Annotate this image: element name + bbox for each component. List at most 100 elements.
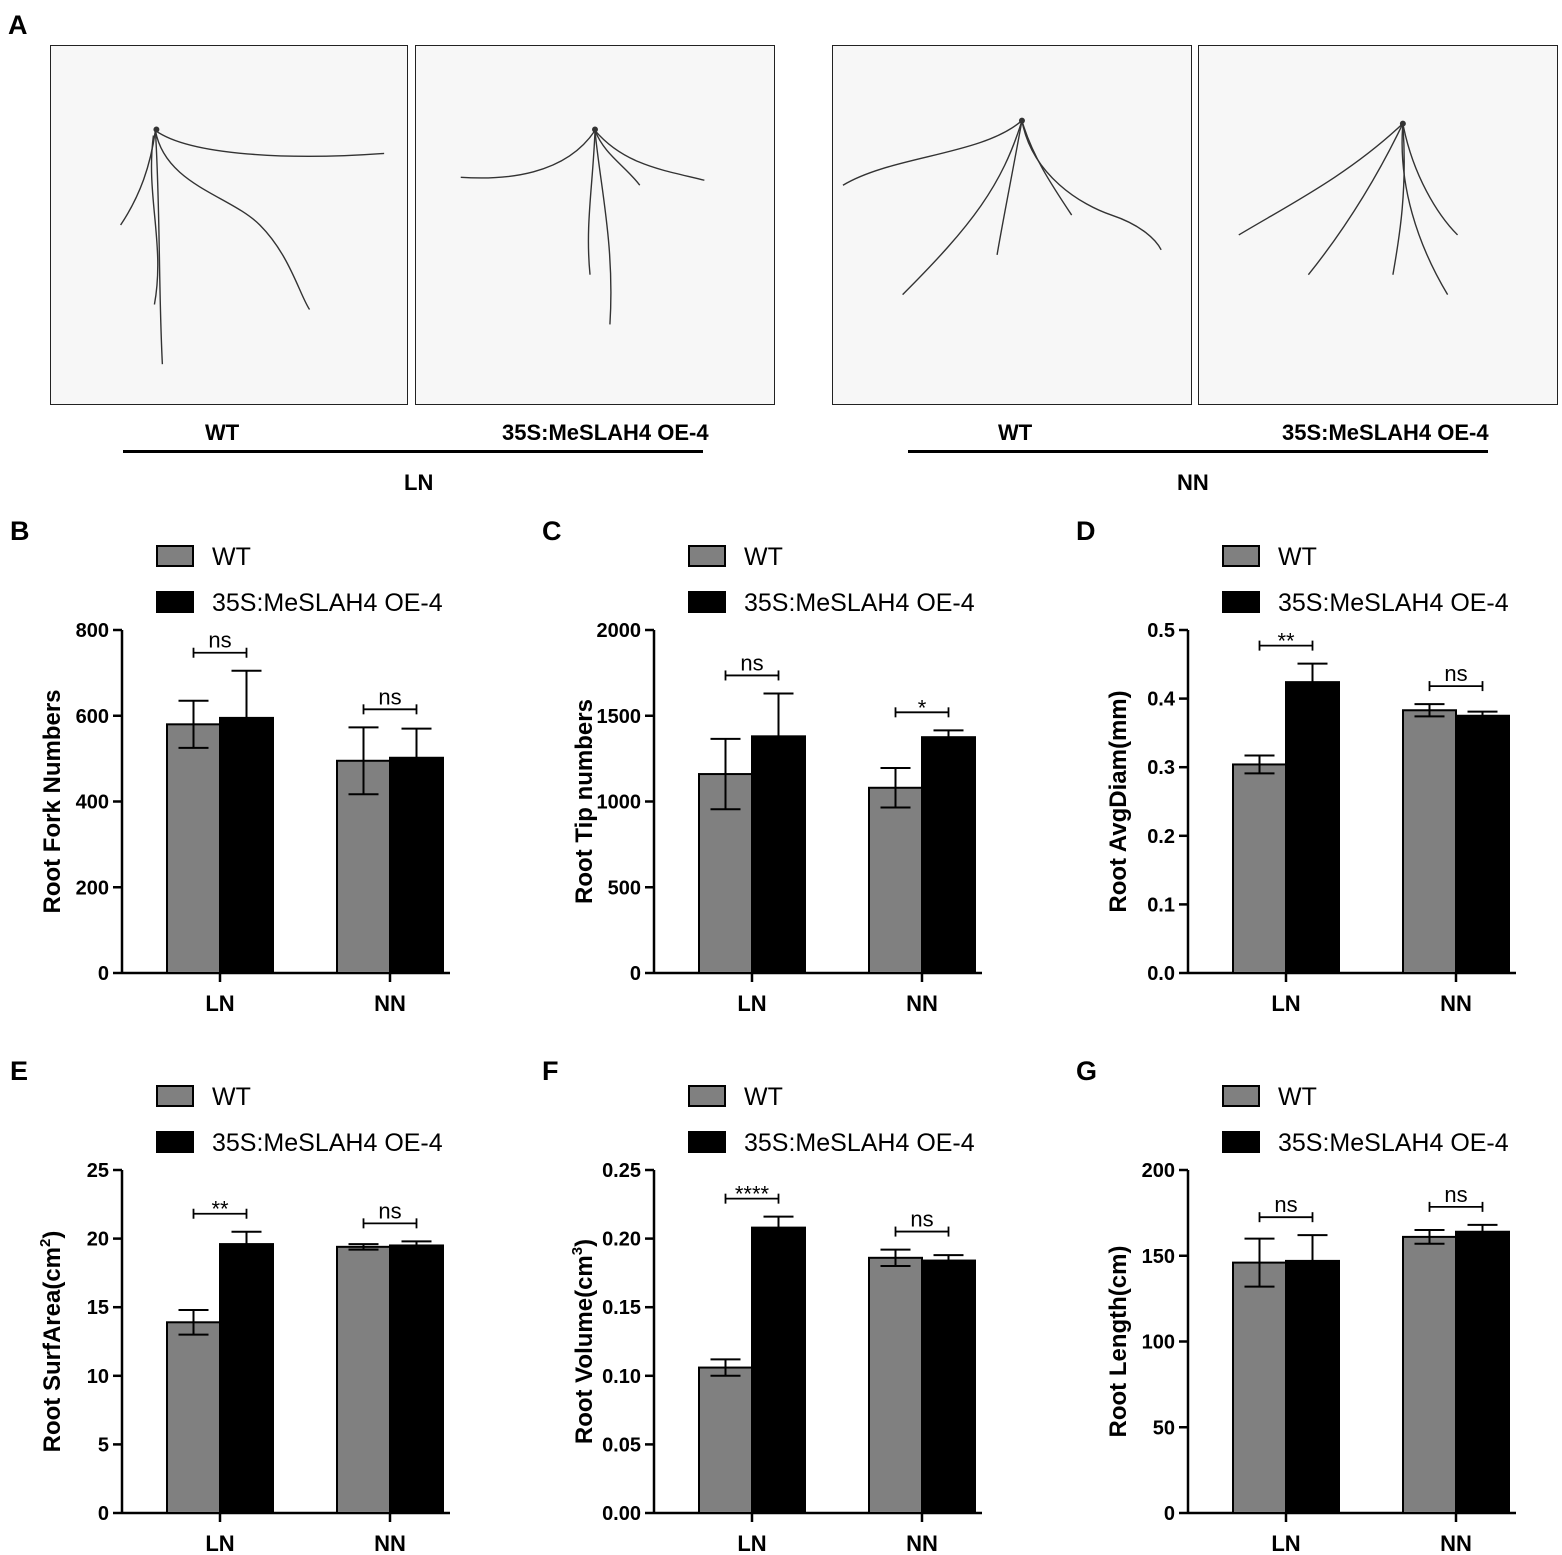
bar-oe-ln <box>219 1243 274 1514</box>
y-tick-label: 0.15 <box>602 1297 641 1319</box>
chart-panel-f: F WT 35S:MeSLAH4 OE-4 0.00 0.05 0.10 0.15 0.20 0… <box>532 1050 1052 1555</box>
y-axis-label: Root Tip numbers <box>571 699 598 904</box>
y-tick-label: 500 <box>608 877 641 899</box>
y-tick-label: 5 <box>98 1434 109 1456</box>
caption-nn-wt: WT <box>998 420 1033 445</box>
legend-label-wt: WT <box>744 543 783 571</box>
sig-label-nn: ns <box>910 1207 933 1232</box>
sig-label-ln: ns <box>740 650 763 675</box>
caption-nn-oe: 35S:MeSLAH4 OE-4 <box>1282 420 1489 445</box>
chart-panel-e: E WT 35S:MeSLAH4 OE-4 0 5 10 15 20 25 Root SurfAr… <box>0 1050 520 1555</box>
chart-panel-d: D WT 35S:MeSLAH4 OE-4 0.0 0.1 0.2 0.3 0.4 0.5 Roo… <box>1066 510 1562 1016</box>
y-tick-label: 1500 <box>597 706 642 728</box>
y-axis-label-text: Root Fork Numbers <box>39 689 66 913</box>
chart-svg: G WT 35S:MeSLAH4 OE-4 0 50 100 150 200 Root Leng… <box>1076 1056 1516 1555</box>
bar-wt-ln <box>166 1321 221 1514</box>
legend-swatch-oe <box>1222 1131 1260 1153</box>
y-tick-label: 15 <box>87 1297 109 1319</box>
y-tick-label: 25 <box>87 1160 109 1182</box>
y-tick-label: 1000 <box>597 792 642 814</box>
legend-label-oe: 35S:MeSLAH4 OE-4 <box>1278 1129 1509 1157</box>
sig-label-nn: * <box>918 695 927 720</box>
root-photo-ln-wt <box>50 45 408 405</box>
bar-wt-ln <box>1232 1261 1287 1514</box>
y-axis-label: Root Volume(cm3) <box>569 1239 598 1444</box>
y-axis-label-sup: 3 <box>569 1247 586 1255</box>
x-tick-label-nn: NN <box>906 1531 938 1555</box>
y-tick-label: 150 <box>1142 1246 1175 1268</box>
y-tick-label: 0 <box>1164 1503 1175 1525</box>
panel-letter: B <box>10 516 30 546</box>
y-tick-label: 0.5 <box>1147 620 1175 642</box>
y-tick-label: 0.2 <box>1147 826 1175 848</box>
root-photo-nn-wt <box>832 45 1192 405</box>
legend-swatch-wt <box>1222 1085 1260 1107</box>
caption-ln-wt: WT <box>205 420 240 445</box>
y-tick-label: 200 <box>1142 1160 1175 1182</box>
sig-label-nn: ns <box>1444 1182 1467 1207</box>
x-tick-label-ln: LN <box>737 991 766 1016</box>
y-axis-label: Root SurfArea(cm2) <box>37 1231 66 1453</box>
bar-wt-nn <box>336 1245 391 1514</box>
bar-wt-nn <box>868 1256 923 1514</box>
legend-swatch-oe <box>688 1131 726 1153</box>
y-tick-label: 50 <box>1153 1417 1175 1439</box>
x-tick-label-nn: NN <box>374 1531 406 1555</box>
chart-svg: D WT 35S:MeSLAH4 OE-4 0.0 0.1 0.2 0.3 0.4 0.5 Roo… <box>1076 516 1516 1016</box>
legend-swatch-oe <box>156 1131 194 1153</box>
y-tick-label: 100 <box>1142 1332 1175 1354</box>
y-axis-label-sup: 2 <box>37 1239 54 1247</box>
legend-label-oe: 35S:MeSLAH4 OE-4 <box>744 589 975 617</box>
y-tick-label: 0.00 <box>602 1503 641 1525</box>
sig-label-ln: ns <box>208 628 231 653</box>
legend-swatch-oe <box>688 591 726 613</box>
panel-letter: G <box>1076 1056 1097 1086</box>
y-tick-label: 0 <box>98 1503 109 1525</box>
legend-swatch-wt <box>688 1085 726 1107</box>
y-tick-label: 0.05 <box>602 1434 641 1456</box>
bar-wt-nn <box>868 786 923 974</box>
y-axis-label-text: Root Tip numbers <box>571 699 598 904</box>
chart-panel-c: C WT 35S:MeSLAH4 OE-4 0 500 1000 1500 2000 Root … <box>532 510 1052 1016</box>
sig-label-nn: ns <box>378 684 401 709</box>
bar-wt-nn <box>1402 1235 1457 1514</box>
panel-letter: E <box>10 1056 28 1086</box>
bar-wt-ln <box>698 1366 753 1514</box>
sig-label-ln: ** <box>1277 629 1295 654</box>
bar-oe-ln <box>751 1226 806 1514</box>
x-tick-label-ln: LN <box>1271 1531 1300 1555</box>
bar-wt-ln <box>166 723 221 974</box>
legend-label-oe: 35S:MeSLAH4 OE-4 <box>744 1129 975 1157</box>
bar-oe-nn <box>389 1244 444 1515</box>
y-tick-label: 0.4 <box>1147 689 1176 711</box>
root-photo-ln-oe <box>415 45 775 405</box>
y-tick-label: 0.3 <box>1147 757 1175 779</box>
sig-label-ln: ns <box>1274 1192 1297 1217</box>
sig-label-nn: ns <box>1444 661 1467 686</box>
x-tick-label-nn: NN <box>374 991 406 1016</box>
y-tick-label: 0.25 <box>602 1160 641 1182</box>
bar-oe-ln <box>1285 1259 1340 1514</box>
group-line-ln <box>123 450 703 453</box>
x-tick-label-nn: NN <box>906 991 938 1016</box>
y-tick-label: 0 <box>630 963 641 985</box>
legend-swatch-wt <box>156 545 194 567</box>
legend-label-wt: WT <box>1278 543 1317 571</box>
legend-label-oe: 35S:MeSLAH4 OE-4 <box>212 589 443 617</box>
y-axis-label: Root Fork Numbers <box>39 689 66 913</box>
y-tick-label: 600 <box>76 706 109 728</box>
bar-oe-ln <box>1285 681 1340 975</box>
root-photo-nn-oe <box>1198 45 1558 405</box>
group-line-nn <box>908 450 1488 453</box>
y-tick-label: 200 <box>76 877 109 899</box>
x-tick-label-ln: LN <box>1271 991 1300 1016</box>
y-tick-label: 0 <box>98 963 109 985</box>
bar-oe-nn <box>921 736 976 974</box>
y-axis-label-text: Root Volume(cm <box>571 1255 598 1444</box>
chart-svg: B WT 35S:MeSLAH4 OE-4 0 200 400 600 800 Root For… <box>10 516 450 1016</box>
legend-label-wt: WT <box>212 1083 251 1111</box>
bar-oe-nn <box>921 1259 976 1514</box>
sig-label-nn: ns <box>378 1198 401 1223</box>
y-axis-label-end: ) <box>571 1239 598 1247</box>
y-tick-label: 0.0 <box>1147 963 1175 985</box>
